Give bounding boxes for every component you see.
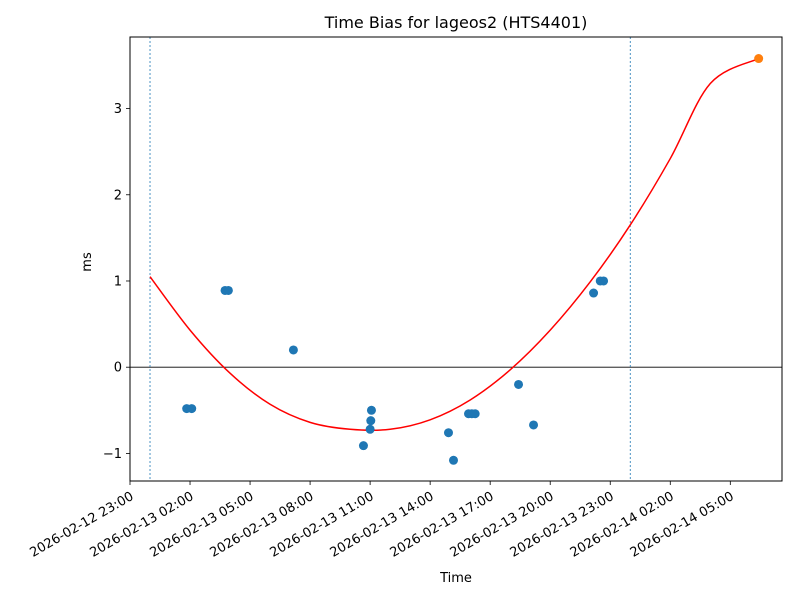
x-tick-label: 2026-02-13 17:00 xyxy=(388,489,497,561)
x-tick-label: 2026-02-14 02:00 xyxy=(568,489,677,561)
data-point xyxy=(366,405,376,415)
data-point xyxy=(366,416,376,426)
x-tick-label: 2026-02-13 23:00 xyxy=(508,489,617,561)
x-axis-title: Time xyxy=(439,571,472,586)
x-tick-label: 2026-02-13 11:00 xyxy=(268,489,377,561)
y-tick-label: 2 xyxy=(114,188,122,203)
y-axis-title: ms xyxy=(80,252,95,272)
data-point xyxy=(223,285,233,295)
x-tick-label: 2026-02-13 02:00 xyxy=(87,489,196,561)
data-point xyxy=(358,441,368,451)
data-point xyxy=(599,276,609,286)
x-tick-label: 2026-02-13 08:00 xyxy=(208,489,317,561)
data-point xyxy=(589,288,599,298)
y-tick-label: −1 xyxy=(103,447,122,462)
data-point xyxy=(514,379,524,389)
data-point xyxy=(187,404,197,414)
y-tick-label: 3 xyxy=(114,102,122,117)
x-tick-label: 2026-02-14 05:00 xyxy=(628,489,737,561)
x-tick-label: 2026-02-13 20:00 xyxy=(448,489,557,561)
fit-curve xyxy=(149,57,759,432)
data-point xyxy=(288,345,298,355)
x-tick-label: 2026-02-12 23:00 xyxy=(27,489,136,561)
x-tick-label: 2026-02-13 14:00 xyxy=(328,489,437,561)
data-point xyxy=(448,455,458,465)
y-tick-label: 0 xyxy=(114,361,122,376)
x-tick-label: 2026-02-13 05:00 xyxy=(147,489,256,561)
data-point xyxy=(470,409,480,419)
data-point xyxy=(443,428,453,438)
plot-frame xyxy=(129,36,783,482)
data-point xyxy=(365,424,375,434)
chart-title: Time Bias for lageos2 (HTS4401) xyxy=(324,13,588,32)
prediction-point xyxy=(754,54,764,64)
data-point xyxy=(529,420,539,430)
y-tick-label: 1 xyxy=(114,274,122,289)
